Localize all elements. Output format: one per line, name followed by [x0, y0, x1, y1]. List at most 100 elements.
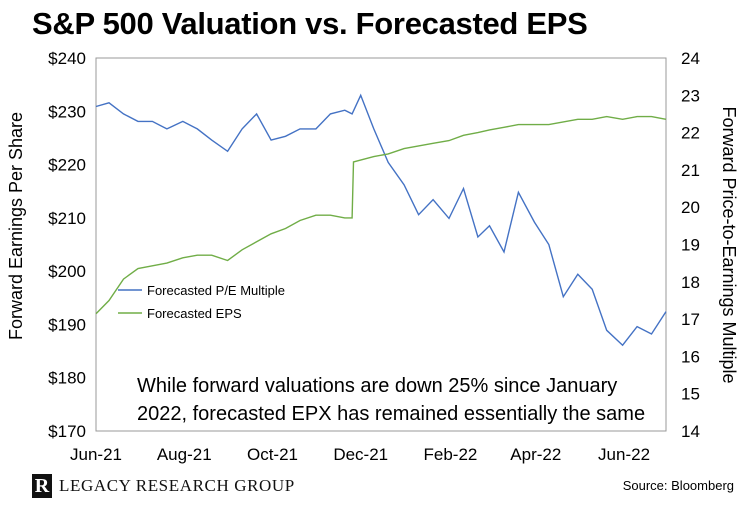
pe-data-point [577, 274, 578, 275]
pe-data-point [388, 162, 389, 163]
left-tick-label: $170 [48, 422, 86, 441]
pe-data-point [665, 311, 666, 312]
pe-data-point [503, 251, 504, 252]
pe-data-point [592, 289, 593, 290]
x-tick-label: Feb-22 [424, 445, 478, 464]
pe-data-point [330, 113, 331, 114]
right-axis-label: Forward Price-to-Earnings Multiple [719, 106, 739, 383]
pe-data-point [418, 214, 419, 215]
annotation-line-2: 2022, forecasted EPX has remained essent… [137, 403, 645, 425]
pe-data-point [166, 128, 167, 129]
eps-data-point [577, 119, 578, 120]
eps-data-point [108, 300, 109, 301]
eps-data-point [651, 116, 652, 117]
left-axis-label: Forward Earnings Per Share [6, 112, 26, 340]
pe-data-point [315, 128, 316, 129]
logo-mark: R [32, 474, 52, 498]
eps-data-point [299, 220, 300, 221]
pe-data-point [534, 222, 535, 223]
eps-data-point [271, 233, 272, 234]
eps-data-point [388, 153, 389, 154]
pe-data-point [197, 128, 198, 129]
pe-data-point [622, 345, 623, 346]
eps-data-point [534, 124, 535, 125]
right-tick-label: 24 [681, 49, 700, 68]
right-tick-label: 23 [681, 86, 700, 105]
eps-data-point [433, 143, 434, 144]
x-tick-label: Aug-21 [157, 445, 212, 464]
x-tick-label: Dec-21 [333, 445, 388, 464]
source-note: Source: Bloomberg [622, 478, 734, 493]
x-tick-label: Jun-21 [70, 445, 122, 464]
legend-pe-label: Forecasted P/E Multiple [147, 283, 285, 298]
eps-data-point [592, 119, 593, 120]
pe-data-point [404, 184, 405, 185]
eps-data-point [665, 119, 666, 120]
pe-data-point [256, 113, 257, 114]
eps-data-point [606, 116, 607, 117]
right-tick-label: 21 [681, 161, 700, 180]
pe-data-point [123, 113, 124, 114]
eps-data-point [182, 257, 183, 258]
right-tick-label: 22 [681, 124, 700, 143]
right-axis-ticks: 14 15 16 17 18 19 20 21 22 23 24 [681, 49, 700, 441]
pe-data-point [285, 136, 286, 137]
eps-data-point [448, 140, 449, 141]
right-tick-label: 15 [681, 385, 700, 404]
legend-eps-label: Forecasted EPS [147, 306, 242, 321]
eps-data-point [211, 255, 212, 256]
pe-data-point [344, 110, 345, 111]
pe-data-point [606, 330, 607, 331]
x-tick-label: Oct-21 [247, 445, 298, 464]
eps-data-point [166, 263, 167, 264]
right-tick-label: 17 [681, 310, 700, 329]
eps-data-point [548, 124, 549, 125]
eps-data-point [95, 313, 96, 314]
x-tick-label: Jun-22 [598, 445, 650, 464]
pe-data-point [489, 225, 490, 226]
pe-data-point [242, 128, 243, 129]
eps-data-point [637, 116, 638, 117]
pe-data-point [637, 326, 638, 327]
eps-data-point [152, 265, 153, 266]
pe-data-point [563, 296, 564, 297]
eps-data-point [242, 249, 243, 250]
left-tick-label: $230 [48, 102, 86, 121]
eps-data-point [137, 268, 138, 269]
right-tick-label: 18 [681, 273, 700, 292]
legend: Forecasted P/E Multiple Forecasted EPS [118, 283, 285, 321]
eps-data-point [373, 156, 374, 157]
pe-data-point [448, 218, 449, 219]
eps-data-point [352, 217, 353, 218]
eps-data-point [563, 121, 564, 122]
eps-data-point [123, 279, 124, 280]
right-tick-label: 19 [681, 236, 700, 255]
eps-data-point [227, 260, 228, 261]
pe-multiple-line [95, 93, 667, 347]
eps-data-point [285, 228, 286, 229]
pe-data-point [108, 102, 109, 103]
eps-data-point [518, 124, 519, 125]
pe-data-point [477, 236, 478, 237]
eps-data-point [463, 135, 464, 136]
pe-data-point [548, 244, 549, 245]
logo-text: LEGACY RESEARCH GROUP [59, 476, 295, 495]
right-tick-label: 14 [681, 422, 700, 441]
eps-data-point [503, 127, 504, 128]
pe-data-point [433, 199, 434, 200]
pe-data-point [360, 95, 361, 96]
pe-data-point [299, 128, 300, 129]
left-tick-label: $180 [48, 369, 86, 388]
eps-data-point [477, 132, 478, 133]
eps-data-point [418, 145, 419, 146]
eps-data-point [315, 215, 316, 216]
left-axis-ticks: $170 $180 $190 $200 $210 $220 $230 $240 [48, 49, 86, 441]
pe-data-point [211, 140, 212, 141]
eps-data-point [353, 161, 354, 162]
eps-line [95, 115, 667, 315]
left-tick-label: $240 [48, 49, 86, 68]
legacy-research-logo: R LEGACY RESEARCH GROUP [32, 474, 295, 498]
pe-data-point [463, 188, 464, 189]
left-tick-label: $190 [48, 315, 86, 334]
eps-data-point [256, 241, 257, 242]
